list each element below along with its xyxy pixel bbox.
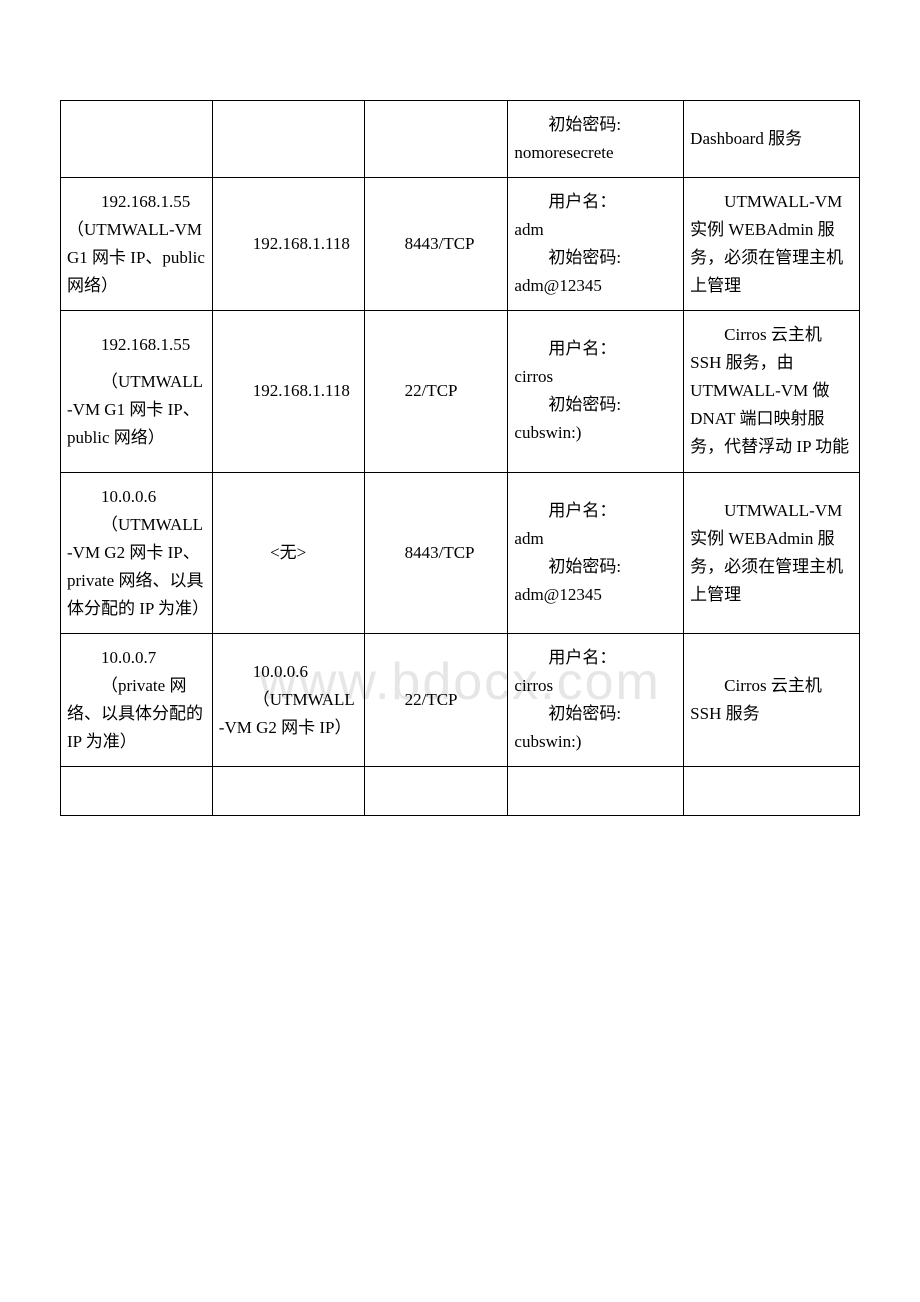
cell-credentials: 用户名： cirros 初始密码: cubswin:) [508,633,684,766]
cell-gateway: 192.168.1.118 [212,178,364,311]
cell-desc: UTMWALL-VM 实例 WEBAdmin 服务，必须在管理主机上管理 [684,472,860,633]
cell-gateway [212,101,364,178]
cell-port: 8443/TCP [364,178,508,311]
ip-note: （UTMWALL-VM G1 网卡 IP、public 网络） [67,216,206,300]
cell-empty [212,766,364,815]
cell-empty [508,766,684,815]
cell-gateway: 10.0.0.6 （UTMWALL-VM G2 网卡 IP） [212,633,364,766]
cell-ip: 10.0.0.6 （UTMWALL-VM G2 网卡 IP、private 网络… [61,472,213,633]
cell-ip: 10.0.0.7 （private 网络、以具体分配的 IP 为准） [61,633,213,766]
cell-port: 22/TCP [364,311,508,472]
gateway-value: 10.0.0.6 [219,658,358,686]
user-value: adm [514,525,677,553]
user-label: 用户名： [514,188,677,216]
cell-credentials: 用户名： adm 初始密码: adm@12345 [508,178,684,311]
service-desc: Dashboard 服务 [690,125,853,153]
config-table: 初始密码: nomoresecrete Dashboard 服务 192.168… [60,100,860,816]
cell-port: 22/TCP [364,633,508,766]
table-row: 192.168.1.55 （UTMWALL-VM G1 网卡 IP、public… [61,178,860,311]
cell-ip: 192.168.1.55 （UTMWALL-VM G1 网卡 IP、public… [61,311,213,472]
user-value: adm [514,216,677,244]
cell-credentials: 用户名： cirros 初始密码: cubswin:) [508,311,684,472]
user-value: cirros [514,363,677,391]
cell-ip [61,101,213,178]
password-value: adm@12345 [514,581,677,609]
password-value: cubswin:) [514,728,677,756]
password-label: 初始密码: [514,553,677,581]
port-value: 8443/TCP [371,539,502,567]
password-value: cubswin:) [514,419,677,447]
gateway-value: 192.168.1.118 [219,377,358,405]
port-value: 22/TCP [371,686,502,714]
password-label: 初始密码: [514,244,677,272]
table-row: 10.0.0.6 （UTMWALL-VM G2 网卡 IP、private 网络… [61,472,860,633]
port-value: 22/TCP [371,377,502,405]
password-label: 初始密码: [514,700,677,728]
table-row: 192.168.1.55 （UTMWALL-VM G1 网卡 IP、public… [61,311,860,472]
user-label: 用户名： [514,335,677,363]
user-label: 用户名： [514,644,677,672]
cell-ip: 192.168.1.55 （UTMWALL-VM G1 网卡 IP、public… [61,178,213,311]
user-value: cirros [514,672,677,700]
ip-value: 192.168.1.55 [67,331,206,359]
service-desc: Cirros 云主机 SSH 服务，由 UTMWALL-VM 做 DNAT 端口… [690,321,853,461]
ip-value: 192.168.1.55 [67,188,206,216]
table-row: 初始密码: nomoresecrete Dashboard 服务 [61,101,860,178]
gateway-value: 192.168.1.118 [219,230,358,258]
table-row: 10.0.0.7 （private 网络、以具体分配的 IP 为准） 10.0.… [61,633,860,766]
cell-desc: Cirros 云主机 SSH 服务，由 UTMWALL-VM 做 DNAT 端口… [684,311,860,472]
cell-port: 8443/TCP [364,472,508,633]
cell-gateway: 192.168.1.118 [212,311,364,472]
cell-credentials: 用户名： adm 初始密码: adm@12345 [508,472,684,633]
cell-desc: Cirros 云主机 SSH 服务 [684,633,860,766]
table-row [61,766,860,815]
ip-value: 10.0.0.7 [67,644,206,672]
cell-empty [684,766,860,815]
cell-port [364,101,508,178]
password-label: 初始密码: [514,111,677,139]
password-value: adm@12345 [514,272,677,300]
ip-note: （UTMWALL-VM G2 网卡 IP、private 网络、以具体分配的 I… [67,511,206,623]
cell-desc: UTMWALL-VM 实例 WEBAdmin 服务，必须在管理主机上管理 [684,178,860,311]
password-value: nomoresecrete [514,139,677,167]
password-label: 初始密码: [514,391,677,419]
cell-empty [364,766,508,815]
cell-credentials: 初始密码: nomoresecrete [508,101,684,178]
user-label: 用户名： [514,497,677,525]
ip-note: （UTMWALL-VM G1 网卡 IP、public 网络） [67,368,206,452]
cell-gateway: <无> [212,472,364,633]
service-desc: Cirros 云主机 SSH 服务 [690,672,853,728]
ip-note: （private 网络、以具体分配的 IP 为准） [67,672,206,756]
service-desc: UTMWALL-VM 实例 WEBAdmin 服务，必须在管理主机上管理 [690,188,853,300]
cell-desc: Dashboard 服务 [684,101,860,178]
service-desc: UTMWALL-VM 实例 WEBAdmin 服务，必须在管理主机上管理 [690,497,853,609]
gateway-note: （UTMWALL-VM G2 网卡 IP） [219,686,358,742]
gateway-value: <无> [219,539,358,567]
cell-empty [61,766,213,815]
port-value: 8443/TCP [371,230,502,258]
ip-value: 10.0.0.6 [67,483,206,511]
